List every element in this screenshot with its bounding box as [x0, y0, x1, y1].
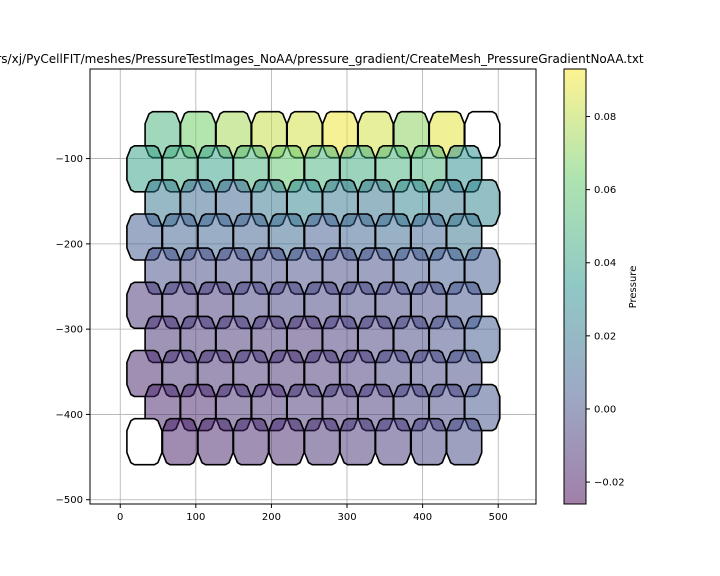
mesh-cell — [268, 417, 305, 466]
colorbar-tick-label: 0.06 — [594, 185, 616, 196]
y-tick-label: −500 — [56, 495, 83, 506]
colorbar-tick-label: 0.04 — [594, 258, 616, 269]
mesh-cell — [197, 417, 234, 466]
y-tick-label: −400 — [56, 410, 83, 421]
y-tick-label: −100 — [56, 154, 83, 165]
plot-frame — [89, 68, 537, 505]
chart-title: rs/xj/PyCellFIT/meshes/PressureTestImage… — [0, 52, 644, 66]
x-tick-label: 200 — [262, 512, 281, 523]
x-tick-label: 0 — [117, 512, 123, 523]
mesh-cell — [232, 417, 270, 466]
colorbar-tick-label: 0.02 — [594, 331, 616, 342]
mesh-cell — [374, 417, 412, 466]
x-tick-label: 400 — [413, 512, 432, 523]
mesh-cells — [126, 110, 501, 466]
x-tick-label: 300 — [337, 512, 356, 523]
axis-ticks: 0 100 200 300 400 500 −100 −200 −300 −400 −500 — [56, 154, 508, 523]
colorbar-tick-label: 0.00 — [594, 404, 616, 415]
mesh-cell — [339, 417, 376, 466]
mesh-cell — [126, 417, 163, 466]
x-tick-label: 500 — [489, 512, 508, 523]
y-tick-label: −200 — [56, 239, 83, 250]
mesh-cell — [410, 417, 448, 466]
mesh-cell — [303, 417, 341, 466]
colorbar-ticks: 0.08 0.06 0.04 0.02 0.00 −0.02 — [586, 112, 625, 489]
colorbar-tick-label: −0.02 — [594, 478, 625, 489]
mesh-cell — [445, 417, 483, 466]
x-tick-label: 100 — [186, 512, 205, 523]
colorbar — [563, 68, 587, 505]
colorbar-tick-label: 0.08 — [594, 112, 616, 123]
colorbar-label: Pressure — [628, 266, 639, 309]
y-tick-label: −300 — [56, 325, 83, 336]
mesh-cell — [161, 417, 199, 466]
